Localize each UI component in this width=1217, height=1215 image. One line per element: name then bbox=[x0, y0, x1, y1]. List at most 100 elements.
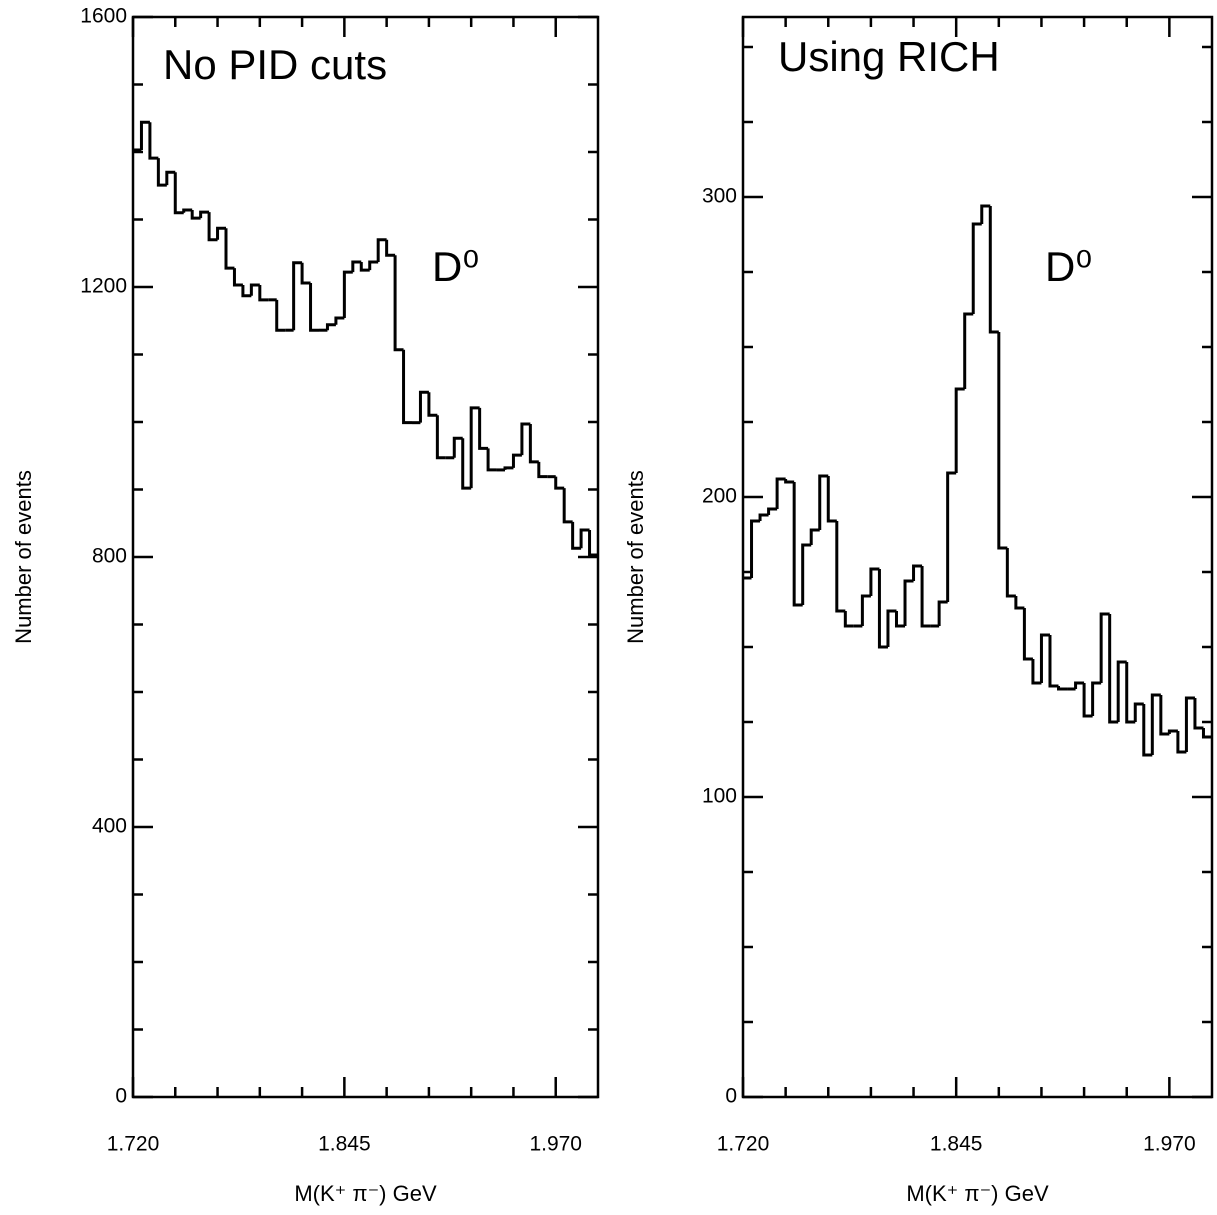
histogram-bin bbox=[511, 453, 522, 468]
histogram-bin bbox=[869, 567, 880, 596]
histogram-bin bbox=[300, 262, 311, 285]
histogram-bin bbox=[835, 521, 846, 613]
histogram-bin bbox=[963, 312, 974, 389]
peak-annotation: D⁰ bbox=[432, 243, 479, 290]
histogram-bin bbox=[359, 262, 370, 272]
histogram-bin bbox=[325, 323, 336, 331]
histogram-bin bbox=[292, 261, 303, 331]
histogram-bin bbox=[1184, 696, 1195, 752]
y-tick-label: 200 bbox=[702, 485, 737, 508]
histogram-bin bbox=[1082, 683, 1093, 718]
histogram-bin bbox=[190, 210, 201, 220]
histogram-bin bbox=[571, 521, 582, 550]
histogram-bin bbox=[1091, 681, 1102, 716]
histogram-bin bbox=[588, 530, 598, 557]
histogram-bin bbox=[342, 270, 353, 319]
histogram-bin bbox=[579, 528, 590, 549]
y-tick-label: 300 bbox=[702, 185, 737, 208]
histogram-bin bbox=[402, 349, 412, 425]
histogram-bin bbox=[1159, 695, 1170, 736]
histogram-bin bbox=[767, 507, 778, 515]
histogram-bin bbox=[886, 609, 897, 647]
histogram-bin bbox=[946, 471, 957, 602]
histogram-bin bbox=[1074, 681, 1085, 689]
y-axis-label: Number of events bbox=[623, 470, 648, 644]
x-tick-label: 1.970 bbox=[529, 1133, 582, 1156]
histogram-bin bbox=[148, 122, 159, 160]
histogram-bin bbox=[758, 513, 769, 521]
y-tick-label: 100 bbox=[702, 785, 737, 808]
histogram-bin bbox=[826, 476, 837, 523]
histogram-bin bbox=[528, 424, 539, 464]
histogram-bin bbox=[486, 448, 497, 472]
histogram-bin bbox=[877, 569, 888, 649]
histogram-bin bbox=[351, 260, 362, 273]
histogram-bin bbox=[1108, 614, 1119, 724]
histogram-bin bbox=[435, 415, 446, 460]
histogram-bin bbox=[903, 579, 914, 626]
plot-frame bbox=[131, 15, 600, 1099]
histogram-bin bbox=[860, 594, 871, 626]
histogram-bin bbox=[216, 226, 226, 240]
histogram-bin bbox=[801, 543, 812, 605]
histogram-bin bbox=[1125, 662, 1136, 724]
x-tick-label: 1.720 bbox=[107, 1133, 160, 1156]
histogram-bin bbox=[784, 479, 795, 484]
histogram-bin bbox=[1176, 731, 1187, 754]
histogram-bin bbox=[1193, 698, 1204, 730]
histogram-bin bbox=[156, 158, 167, 187]
histogram-bin bbox=[376, 238, 387, 263]
histogram-bin bbox=[1142, 704, 1153, 757]
histogram-bin bbox=[750, 519, 761, 578]
histogram-bin bbox=[1039, 633, 1050, 683]
histogram-bin bbox=[1048, 635, 1059, 688]
x-axis-label: M(K⁺ π⁻) GeV bbox=[906, 1181, 1049, 1206]
histogram-bin bbox=[478, 407, 489, 450]
histogram-bin bbox=[452, 436, 463, 458]
histogram-bin bbox=[792, 482, 803, 607]
histogram-bin bbox=[182, 208, 193, 213]
histogram-bin bbox=[241, 284, 252, 298]
histogram-bin bbox=[232, 268, 243, 287]
histogram-bin bbox=[912, 564, 923, 581]
histogram-bin bbox=[258, 284, 269, 302]
histogram-bin bbox=[894, 611, 906, 628]
histogram-bin bbox=[1031, 659, 1042, 685]
histogram-bin bbox=[554, 476, 565, 490]
y-tick-label: 400 bbox=[92, 815, 127, 838]
histogram-bin bbox=[1133, 702, 1144, 722]
histogram-bin bbox=[954, 387, 965, 473]
x-tick-label: 1.845 bbox=[318, 1133, 371, 1156]
histogram-bin bbox=[1167, 729, 1178, 734]
histogram-bin bbox=[562, 488, 573, 524]
histogram-bin bbox=[385, 239, 396, 257]
y-tick-label: 0 bbox=[115, 1085, 127, 1108]
x-tick-label: 1.720 bbox=[717, 1133, 770, 1156]
histogram-bin bbox=[1014, 596, 1025, 610]
histogram-bin bbox=[207, 212, 218, 242]
peak-annotation: D⁰ bbox=[1045, 243, 1092, 290]
histogram-bin bbox=[469, 406, 480, 489]
histogram-bin bbox=[971, 222, 982, 314]
histogram-bin bbox=[997, 332, 1008, 550]
histogram-bin bbox=[775, 477, 786, 509]
histogram-bin bbox=[309, 282, 319, 332]
histogram-bin bbox=[980, 204, 991, 224]
histogram-bin bbox=[1201, 728, 1212, 739]
y-tick-label: 1600 bbox=[80, 5, 127, 28]
histogram-bin bbox=[537, 461, 548, 479]
histogram-bin bbox=[920, 566, 931, 628]
histogram-bin bbox=[275, 299, 286, 332]
histogram-bin bbox=[1150, 693, 1161, 755]
histogram-bin bbox=[937, 600, 948, 626]
histogram-bin bbox=[818, 474, 829, 530]
panel-title: No PID cuts bbox=[163, 41, 387, 88]
histogram-bin bbox=[1057, 686, 1068, 691]
histogram-bin bbox=[1022, 608, 1033, 661]
plot-frame bbox=[741, 15, 1214, 1099]
x-axis-label: M(K⁺ π⁻) GeV bbox=[294, 1181, 437, 1206]
histogram-bin bbox=[418, 390, 429, 423]
panel-title: Using RICH bbox=[778, 33, 1000, 80]
histogram-bin bbox=[503, 466, 514, 470]
